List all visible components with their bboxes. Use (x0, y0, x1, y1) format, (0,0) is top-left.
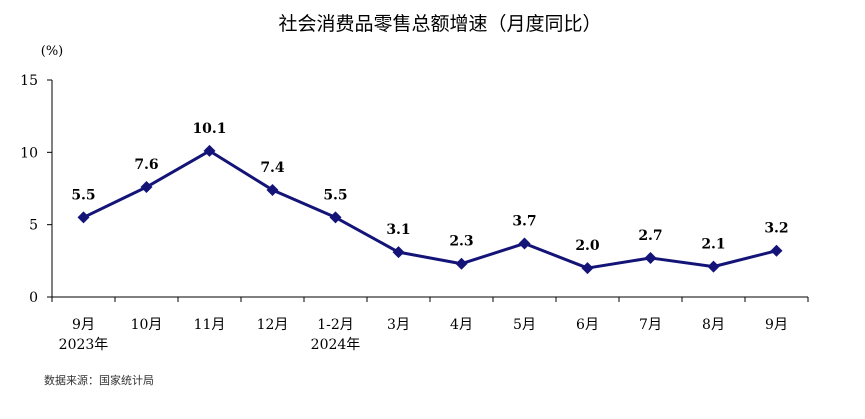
x-tick-label: 7月 (639, 317, 662, 333)
data-label: 3.7 (512, 213, 536, 229)
data-label: 10.1 (192, 121, 226, 137)
x-tick-label: 3月 (387, 317, 410, 333)
x-tick-label: 5月 (513, 317, 536, 333)
data-point (581, 262, 594, 275)
data-label: 5.5 (323, 187, 347, 203)
data-point (392, 246, 405, 259)
x-tick-label: 12月 (257, 317, 289, 333)
y-unit-label: (%) (41, 44, 64, 59)
x-tick-label: 11月 (194, 317, 226, 333)
x-ticks: 9月 2023年 10月 11月 12月 1-2月 2024年 3月 4月 5月 6月 7月 8月 9月 (51, 297, 809, 353)
data-point (77, 211, 90, 224)
x-tick-label: 9月 (765, 317, 788, 333)
y-tick-label: 5 (29, 218, 38, 234)
x-tick-label: 1-2月 (317, 317, 354, 333)
source-note: 数据来源：国家统计局 (44, 373, 154, 387)
data-label: 5.5 (71, 187, 95, 203)
data-point (770, 244, 783, 257)
chart-title: 社会消费品零售总额增速（月度同比） (278, 13, 601, 35)
y-tick-label: 0 (29, 290, 38, 306)
data-point (266, 183, 279, 196)
x-tick-label: 6月 (576, 317, 599, 333)
x-tick-year-label: 2023年 (59, 337, 109, 353)
data-point (707, 260, 720, 273)
data-point (644, 251, 657, 264)
x-tick-label: 9月 (72, 317, 95, 333)
y-tick-label: 10 (20, 145, 38, 161)
data-label: 2.0 (575, 238, 600, 254)
data-point (329, 211, 342, 224)
data-point (518, 237, 531, 250)
x-tick-label: 10月 (131, 317, 163, 333)
data-label: 7.6 (134, 157, 158, 173)
x-tick-year-label: 2024年 (311, 337, 361, 353)
x-tick-label: 8月 (702, 317, 725, 333)
data-point (455, 257, 468, 270)
data-label: 2.7 (638, 228, 662, 244)
data-point (140, 181, 153, 194)
y-tick-label: 15 (20, 73, 38, 89)
data-label: 7.4 (260, 160, 285, 176)
series-line (82, 149, 777, 270)
data-point (203, 144, 216, 157)
x-tick-label: 4月 (450, 317, 473, 333)
series: 5.5 7.6 10.1 7.4 5.5 3.1 2.3 3.7 2.0 2.7 2.1 3.2 (71, 121, 789, 275)
y-ticks: 0 5 10 15 (20, 73, 52, 306)
data-label: 3.1 (386, 222, 410, 238)
data-label: 3.2 (764, 221, 788, 237)
data-label: 2.1 (701, 237, 725, 253)
data-label: 2.3 (449, 234, 473, 250)
